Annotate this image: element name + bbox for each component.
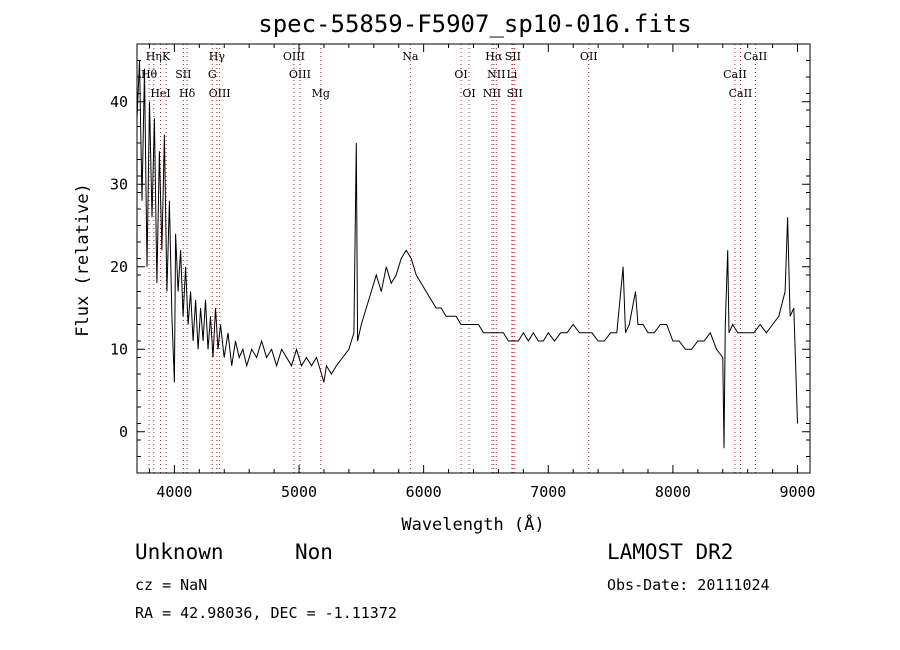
- spectral-line-label: K: [162, 50, 171, 63]
- y-tick-label: 10: [110, 340, 128, 358]
- spectral-line-label: NII: [483, 87, 501, 100]
- spectral-line-label: SII: [505, 50, 521, 63]
- spectral-line-label: Hδ: [179, 87, 196, 100]
- spectral-line-label: Mg: [312, 87, 330, 100]
- obs-date-label: Obs-Date: 20111024: [607, 576, 770, 594]
- spectral-line-label: Hα: [485, 50, 503, 63]
- spectral-line-label: OIII: [209, 87, 231, 100]
- y-tick-label: 40: [110, 93, 128, 111]
- x-tick-label: 8000: [655, 483, 691, 501]
- spectral-line-label: OII: [580, 50, 598, 63]
- y-tick-label: 0: [119, 423, 128, 441]
- spectral-line-label: CaII: [723, 68, 747, 81]
- y-tick-label: 30: [110, 175, 128, 193]
- x-axis-label: Wavelength (Å): [401, 513, 544, 535]
- spectral-line-label: OI: [462, 87, 475, 100]
- x-tick-label: 4000: [156, 483, 192, 501]
- spectral-line-label: SII: [507, 87, 523, 100]
- spectral-line-label: CaII: [729, 87, 753, 100]
- subclass-label: Non: [295, 540, 333, 564]
- spectral-line-label: Na: [402, 50, 419, 63]
- x-tick-label: 6000: [406, 483, 442, 501]
- coordinates-label: RA = 42.98036, DEC = -1.11372: [135, 604, 397, 622]
- spectral-line-label: Li: [506, 68, 517, 81]
- spectral-line-label: Hη: [146, 50, 162, 63]
- spectral-line-label: OIII: [283, 50, 305, 63]
- x-tick-label: 7000: [530, 483, 566, 501]
- redshift-label: cz = NaN: [135, 576, 208, 594]
- spectral-line-label: CaII: [744, 50, 768, 63]
- spectral-line-label: Hθ: [141, 68, 158, 81]
- spectral-labels-layer: HηHθHeIKSIIHδHγGOIIIOIIIOIIIMgNaOIOIHαNI…: [141, 50, 767, 100]
- spectral-lines-layer: [148, 44, 756, 473]
- x-tick-label: 5000: [281, 483, 317, 501]
- y-axis-label: Flux (relative): [73, 183, 93, 337]
- y-tick-label: 20: [110, 258, 128, 276]
- x-tick-label: 9000: [779, 483, 815, 501]
- spectral-line-label: Hγ: [209, 50, 226, 63]
- plot-frame: [136, 43, 811, 474]
- spectral-line-label: G: [208, 68, 217, 81]
- spectral-line-label: OI: [454, 68, 467, 81]
- flux-series-0: [136, 60, 798, 449]
- series-layer: [136, 60, 798, 449]
- spectral-line-label: OIII: [289, 68, 311, 81]
- survey-label: LAMOST DR2: [607, 540, 734, 564]
- class-label: Unknown: [135, 540, 224, 564]
- chart-title: spec-55859-F5907_sp10-016.fits: [258, 10, 691, 38]
- spectral-line-label: HeI: [150, 87, 170, 100]
- axis-ticks-layer: 4000 5000 6000 7000 8000 9000 0 10 20 30 40: [110, 44, 816, 501]
- spectral-line-label: NII: [487, 68, 505, 81]
- spectral-line-label: SII: [175, 68, 191, 81]
